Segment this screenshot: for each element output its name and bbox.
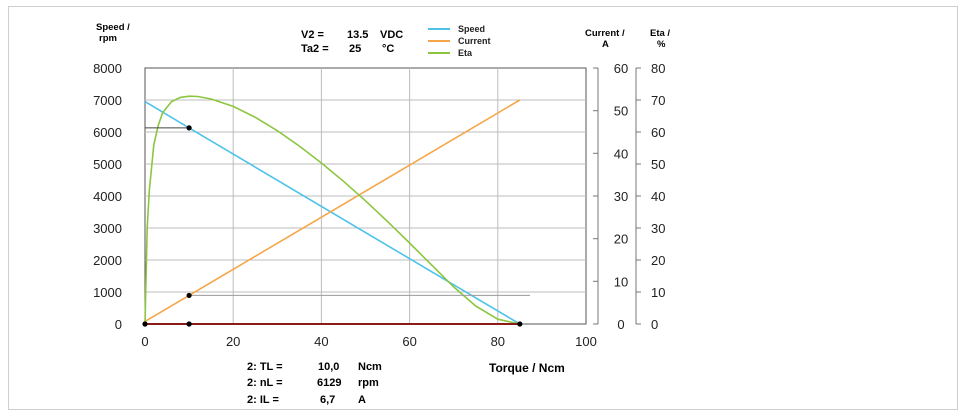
series-line-eta — [144, 95, 520, 325]
current-tick-label: 40 — [614, 146, 628, 161]
speed-tick-label: 1000 — [93, 285, 122, 300]
v2-unit: VDC — [380, 29, 403, 41]
speed-axis-title-2: rpm — [99, 33, 117, 44]
speed-tick-label: 2000 — [93, 253, 122, 268]
il-value: 6,7 — [320, 394, 335, 406]
current-tick-label: 20 — [614, 232, 628, 247]
ta2-unit: °C — [382, 43, 394, 55]
speed-tick-label: 3000 — [93, 221, 122, 236]
current-tick-label: 60 — [614, 61, 628, 76]
speed-tick-label: 8000 — [93, 61, 122, 76]
operating-point-dot — [142, 321, 148, 327]
current-tick-label: 10 — [614, 274, 628, 289]
eta-tick-label: 60 — [651, 125, 665, 140]
eta-tick-label: 50 — [651, 157, 665, 172]
legend-label-current: Current — [458, 36, 491, 46]
nl-value: 6129 — [317, 377, 341, 389]
tl-unit: Ncm — [358, 361, 382, 373]
speed-tick-label: 6000 — [93, 125, 122, 140]
speed-tick-label: 4000 — [93, 189, 122, 204]
eta-tick-label: 10 — [651, 285, 665, 300]
legend-label-eta: Eta — [458, 48, 473, 58]
x-tick-label: 0 — [141, 334, 148, 349]
x-axis-title: Torque / Ncm — [489, 361, 565, 375]
eta-tick-label: 70 — [651, 93, 665, 108]
nl-unit: rpm — [358, 377, 379, 389]
speed-tick-label: 0 — [115, 317, 122, 332]
current-tick-label: 30 — [614, 189, 628, 204]
current-axis-title-2: A — [602, 39, 609, 50]
il-unit: A — [358, 394, 366, 406]
operating-point-dot — [186, 125, 192, 131]
eta-tick-label: 40 — [651, 189, 665, 204]
speed-axis-title-1: Speed / — [96, 22, 130, 33]
v2-value: 13.5 — [347, 29, 368, 41]
nl-label: 2: nL = — [247, 377, 283, 389]
ta2-label: Ta2 = — [301, 43, 329, 55]
eta-axis-title-2: % — [657, 39, 666, 50]
current-tick-label: 0 — [617, 317, 624, 332]
eta-tick-label: 80 — [651, 61, 665, 76]
x-tick-label: 20 — [226, 334, 240, 349]
tl-label: 2: TL = — [247, 361, 283, 373]
v2-label: V2 = — [301, 29, 324, 41]
ta2-value: 25 — [349, 43, 361, 55]
current-tick-label: 50 — [614, 104, 628, 119]
tl-value: 10,0 — [318, 361, 339, 373]
x-tick-label: 60 — [402, 334, 416, 349]
legend-label-speed: Speed — [458, 24, 485, 34]
speed-tick-label: 5000 — [93, 157, 122, 172]
speed-tick-label: 7000 — [93, 93, 122, 108]
x-tick-label: 40 — [314, 334, 328, 349]
eta-tick-label: 20 — [651, 253, 665, 268]
x-tick-label: 80 — [491, 334, 505, 349]
il-label: 2: IL = — [247, 394, 279, 406]
eta-tick-label: 30 — [651, 221, 665, 236]
operating-point-dot — [186, 321, 192, 327]
x-tick-label: 100 — [575, 334, 597, 349]
chart-frame — [8, 6, 958, 410]
operating-point-dot — [186, 292, 192, 299]
eta-axis-title-1: Eta / — [650, 28, 670, 39]
current-axis-title-1: Current / — [585, 28, 625, 39]
operating-point-dot — [517, 321, 523, 327]
eta-tick-label: 0 — [651, 317, 658, 332]
